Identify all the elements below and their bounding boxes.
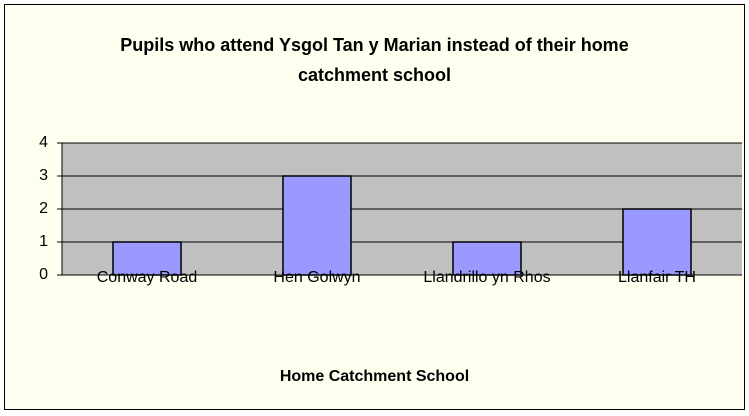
x-axis-label: Home Catchment School (279, 368, 470, 385)
y-tick-label: 2 (39, 200, 48, 217)
chart-title: Pupils who attend Ysgol Tan y Marian ins… (120, 35, 629, 85)
y-tick-label: 0 (39, 266, 48, 283)
bar (452, 241, 522, 276)
x-tick-label: Conway Road (96, 269, 198, 286)
bar (282, 175, 352, 276)
x-tick-label: Llanfair TH (618, 269, 696, 286)
x-tick-label: Hen Golwyn (273, 269, 361, 286)
bar (622, 208, 692, 276)
y-tick-label: 3 (39, 167, 48, 184)
y-tick-label: 1 (39, 233, 48, 250)
title-box: Pupils who attend Ysgol Tan y Marian ins… (0, 30, 749, 90)
x-tick-label: Llandrillo yn Rhos (423, 269, 551, 286)
y-tick-label: 4 (39, 134, 48, 151)
